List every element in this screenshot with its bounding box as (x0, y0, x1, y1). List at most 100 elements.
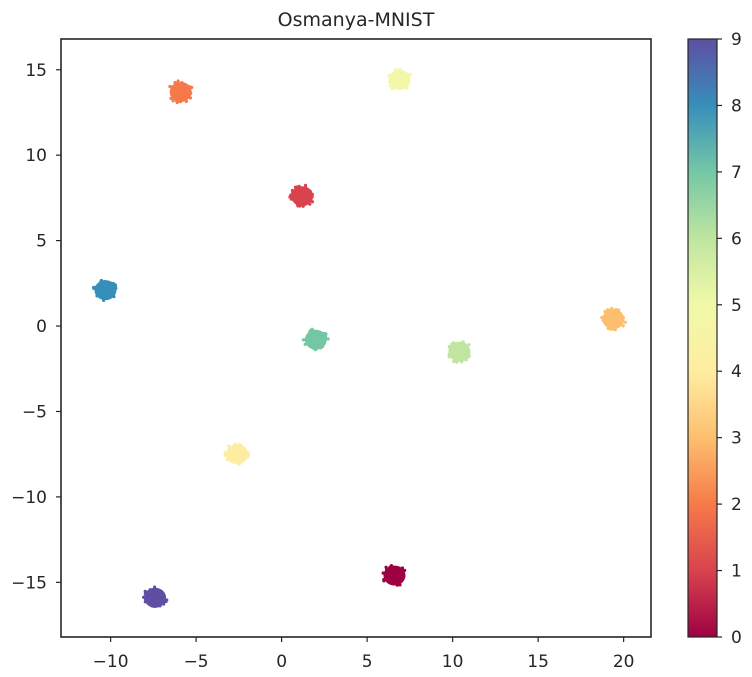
data-point (397, 69, 401, 73)
data-point (228, 456, 232, 460)
cluster-3 (600, 306, 627, 332)
data-point (158, 604, 162, 608)
data-point (605, 308, 610, 312)
data-point (408, 72, 412, 77)
data-point (223, 453, 227, 457)
x-tick-label: −10 (93, 652, 129, 672)
data-point (156, 601, 160, 605)
data-point (305, 197, 309, 201)
data-point (296, 187, 301, 192)
data-point (464, 358, 468, 362)
data-point (601, 318, 605, 323)
data-point (293, 185, 298, 189)
data-point (308, 202, 312, 206)
data-point (95, 294, 99, 298)
cluster-7 (301, 327, 330, 352)
data-point (395, 85, 399, 90)
data-point (147, 596, 152, 601)
data-point (232, 446, 236, 450)
data-point (395, 566, 399, 570)
data-point (227, 444, 231, 448)
data-point (92, 286, 96, 290)
cluster-0 (381, 564, 407, 587)
data-point (310, 342, 314, 347)
data-point (112, 288, 116, 292)
data-point (307, 194, 311, 199)
data-point (398, 583, 402, 587)
data-point (389, 73, 393, 77)
data-point (461, 340, 465, 344)
data-point (98, 282, 102, 286)
data-point (603, 313, 608, 317)
colorbar-tick-label: 6 (731, 229, 742, 249)
cluster-9 (142, 585, 169, 608)
data-point (172, 93, 176, 98)
data-point (153, 604, 157, 608)
data-point (397, 74, 401, 79)
data-point (607, 315, 612, 320)
data-point (450, 352, 454, 356)
y-tick-label: −5 (22, 402, 47, 422)
data-point (451, 341, 456, 345)
data-point (162, 597, 167, 601)
colorbar-tick-label: 0 (731, 628, 742, 648)
data-point (450, 347, 454, 351)
data-point (460, 360, 464, 364)
data-point (321, 342, 326, 346)
data-point (180, 82, 185, 87)
data-point (237, 453, 242, 457)
data-point (610, 323, 614, 327)
x-tick-label: −5 (184, 652, 209, 672)
data-point (178, 94, 182, 98)
data-point (614, 309, 619, 313)
data-point (447, 344, 451, 348)
data-point (318, 337, 322, 341)
data-point (185, 96, 189, 100)
y-tick-label: −15 (11, 573, 47, 593)
data-point (295, 200, 300, 204)
data-point (402, 70, 406, 75)
data-point (611, 327, 615, 331)
data-point (621, 315, 626, 320)
data-point (384, 576, 388, 580)
data-point (399, 578, 403, 583)
data-point (616, 318, 620, 323)
data-point (232, 459, 236, 463)
data-point (403, 80, 407, 84)
data-point (314, 335, 318, 339)
data-point (395, 583, 399, 587)
data-point (106, 281, 110, 285)
data-point (316, 344, 320, 348)
data-point (402, 574, 406, 579)
data-point (623, 320, 627, 324)
data-point (109, 286, 113, 290)
data-point (111, 281, 115, 286)
data-point (467, 342, 471, 347)
colorbar-tick-label: 1 (731, 562, 742, 582)
data-point (143, 600, 147, 604)
data-point (324, 337, 328, 341)
data-point (398, 79, 402, 83)
data-point (398, 72, 402, 76)
y-tick-label: 10 (25, 146, 47, 166)
data-point (104, 290, 108, 294)
data-point (617, 311, 621, 315)
data-point (454, 355, 459, 359)
data-point (106, 285, 110, 289)
data-point (175, 89, 179, 93)
colorbar-tick-label: 8 (731, 96, 742, 116)
data-point (454, 352, 458, 356)
data-point (611, 318, 615, 322)
colorbar-tick-label: 4 (731, 362, 742, 382)
data-point (188, 96, 193, 100)
data-point (320, 345, 325, 349)
data-point (169, 96, 173, 101)
x-tick-label: 20 (613, 652, 635, 672)
colorbar-axis: 0 1 2 3 4 5 6 7 8 9 (717, 30, 742, 648)
data-point (605, 310, 609, 314)
data-point (97, 289, 101, 293)
colorbar-tick-label: 7 (731, 163, 742, 183)
cluster-1 (288, 183, 315, 208)
cluster-4 (223, 442, 251, 466)
